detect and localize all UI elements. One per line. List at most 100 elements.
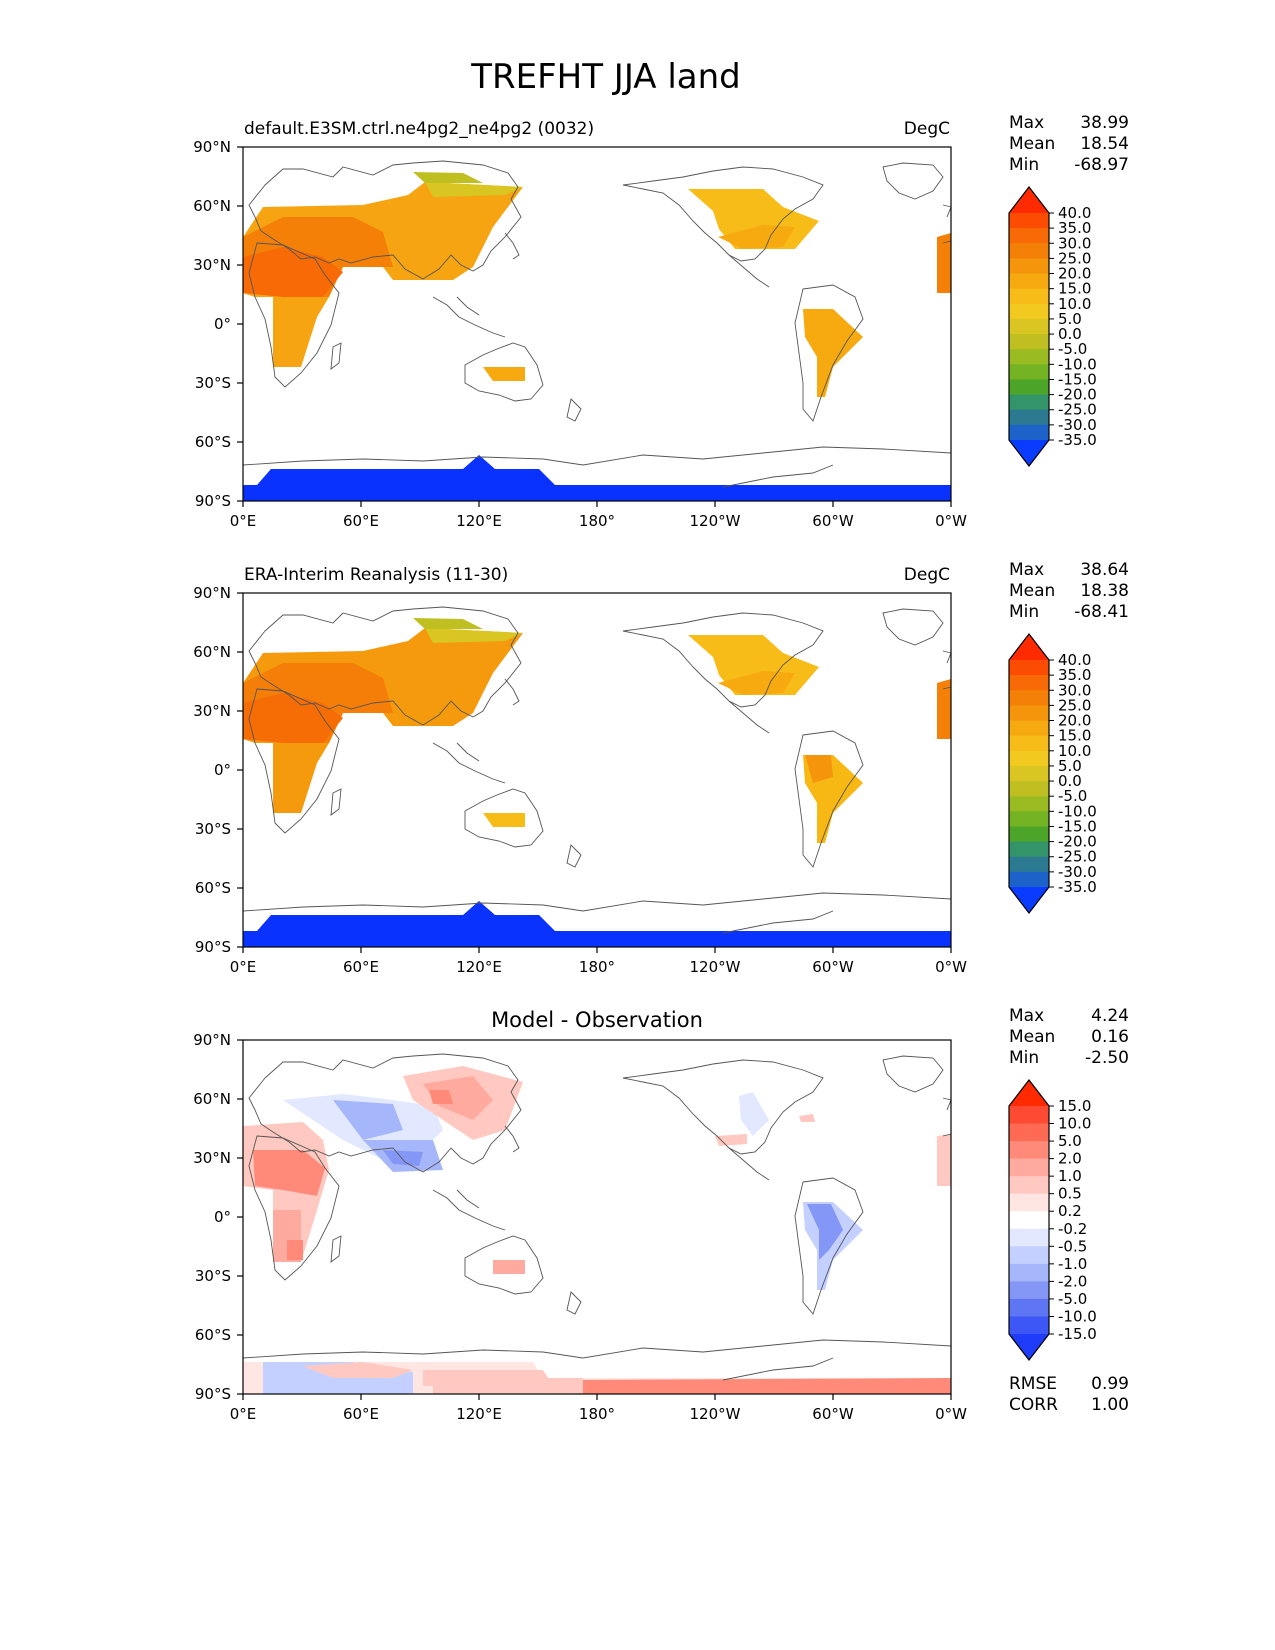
y-tick-label: 90°N <box>193 138 231 156</box>
y-tick-label: 30°S <box>195 1267 231 1285</box>
panel-model-units: DegC <box>904 119 950 139</box>
x-tick-label: 0°W <box>935 1405 967 1423</box>
colorbar-label: 0.0 <box>1058 772 1082 790</box>
colorbar-label: 1.0 <box>1058 1167 1082 1185</box>
colorbar-label: 25.0 <box>1058 696 1091 714</box>
colorbar-band <box>1009 1316 1049 1335</box>
colorbar-label: -5.0 <box>1058 787 1087 805</box>
rmse-value: 0.99 <box>1091 1374 1129 1394</box>
x-tick-label: 60°W <box>812 958 854 976</box>
y-tick-label: 30°N <box>193 256 231 274</box>
x-tick-label: 60°E <box>343 1405 379 1423</box>
x-tick-label: 120°E <box>456 512 502 530</box>
colorbar-label: 30.0 <box>1058 234 1091 252</box>
colorbar-band <box>1009 1228 1049 1247</box>
colorbar-band <box>1009 660 1049 676</box>
stat-label: Mean <box>1009 581 1055 601</box>
colorbar-label: 30.0 <box>1058 681 1091 699</box>
colorbar-band <box>1009 243 1049 259</box>
colorbar-label: -20.0 <box>1058 833 1097 851</box>
y-tick-label: 90°S <box>195 492 231 510</box>
colorbar-label: 40.0 <box>1058 204 1091 222</box>
colorbar-band <box>1009 705 1049 722</box>
colorbar-label: 20.0 <box>1058 712 1091 730</box>
colorbar-extend-max <box>1009 1080 1049 1106</box>
stat-label: Mean <box>1009 134 1055 154</box>
colorbar-band <box>1009 1193 1049 1212</box>
stat-label: Min <box>1009 1048 1039 1068</box>
panel-model: 0°E 60°E 120°E 180° 120°W 60°W 0°W 90°N 60°N 30°N… <box>193 138 967 530</box>
colorbar-label: 25.0 <box>1058 249 1091 267</box>
y-tick-label: 60°S <box>195 1326 231 1344</box>
map-fill-model <box>243 172 951 501</box>
x-tick-label: 0°W <box>935 512 967 530</box>
x-tick-label: 0°E <box>230 958 257 976</box>
colorbar-band <box>1009 364 1049 380</box>
colorbar-label: -35.0 <box>1058 431 1097 449</box>
stats-model: Max 38.99 Mean 18.54 Min -68.97 <box>1009 113 1129 175</box>
map-fill-obs <box>243 618 951 947</box>
x-tick-label: 180° <box>579 512 615 530</box>
colorbar-label: 5.0 <box>1058 310 1082 328</box>
y-tick-label: 60°N <box>193 643 231 661</box>
colorbar-label: -1.0 <box>1058 1255 1087 1273</box>
colorbar-band <box>1009 409 1049 426</box>
y-tick-label: 30°S <box>195 374 231 392</box>
colorbar-label: -0.5 <box>1058 1237 1087 1255</box>
colorbar-label: -25.0 <box>1058 848 1097 866</box>
colorbar-band <box>1009 1141 1049 1160</box>
colorbar-label: -10.0 <box>1058 802 1097 820</box>
colorbar-label: -15.0 <box>1058 370 1097 388</box>
colorbar-band <box>1009 841 1049 858</box>
colorbar-band <box>1009 273 1049 290</box>
colorbar-label: -30.0 <box>1058 416 1097 434</box>
colorbar-label: 15.0 <box>1058 727 1091 745</box>
y-tick-label: 0° <box>214 315 231 333</box>
corr-label: CORR <box>1009 1395 1058 1415</box>
colorbar-label: 10.0 <box>1058 1115 1091 1133</box>
colorbar-band <box>1009 826 1049 843</box>
panel-diff-title: Model - Observation <box>491 1008 703 1032</box>
colorbar-label: -25.0 <box>1058 401 1097 419</box>
x-tick-label: 180° <box>579 958 615 976</box>
colorbar-band <box>1009 379 1049 396</box>
colorbar-label: -2.0 <box>1058 1272 1087 1290</box>
y-tick-label: 90°N <box>193 1031 231 1049</box>
stat-value: 18.38 <box>1080 581 1129 601</box>
panel-model-title: default.E3SM.ctrl.ne4pg2_ne4pg2 (0032) <box>244 119 594 139</box>
x-tick-label: 60°E <box>343 958 379 976</box>
y-tick-label: 90°S <box>195 938 231 956</box>
y-tick-label: 60°S <box>195 433 231 451</box>
colorbar-band <box>1009 1263 1049 1282</box>
stat-value: 4.24 <box>1091 1006 1129 1026</box>
axis-ticks: 0°E 60°E 120°E 180° 120°W 60°W 0°W 90°N 60°N 30°N… <box>193 138 967 530</box>
colorbar-band <box>1009 334 1049 350</box>
x-tick-label: 120°W <box>690 1405 741 1423</box>
panel-obs: 0°E 60°E 120°E 180° 120°W 60°W 0°W 90°N 60°N 30°N… <box>193 584 967 976</box>
colorbar-label: -10.0 <box>1058 355 1097 373</box>
colorbar-band <box>1009 781 1049 797</box>
colorbar-band <box>1009 765 1049 782</box>
x-tick-label: 120°E <box>456 1405 502 1423</box>
stat-label: Min <box>1009 155 1039 175</box>
y-tick-label: 30°N <box>193 702 231 720</box>
colorbar-band <box>1009 796 1049 812</box>
colorbar-diff: 15.010.05.02.01.00.50.2-0.2-0.5-1.0-2.0-… <box>1008 1079 1097 1361</box>
map-fill-diff <box>243 1066 951 1394</box>
colorbar-label: 10.0 <box>1058 295 1091 313</box>
colorbar-band <box>1009 735 1049 752</box>
figure-title: TREFHT JJA land <box>470 57 741 97</box>
colorbar-obs: 40.035.030.025.020.015.010.05.00.0-5.0-1… <box>1008 633 1097 914</box>
y-tick-label: 60°N <box>193 1090 231 1108</box>
colorbar-band <box>1009 871 1049 888</box>
colorbar-label: 10.0 <box>1058 742 1091 760</box>
stat-label: Max <box>1009 1006 1044 1026</box>
panel-obs-title: ERA-Interim Reanalysis (11-30) <box>244 565 508 585</box>
colorbar-band <box>1009 1176 1049 1195</box>
x-tick-label: 0°E <box>230 512 257 530</box>
y-tick-label: 0° <box>214 761 231 779</box>
stat-value: 38.64 <box>1080 560 1129 580</box>
colorbar-band <box>1009 720 1049 737</box>
colorbar-label: 35.0 <box>1058 666 1091 684</box>
